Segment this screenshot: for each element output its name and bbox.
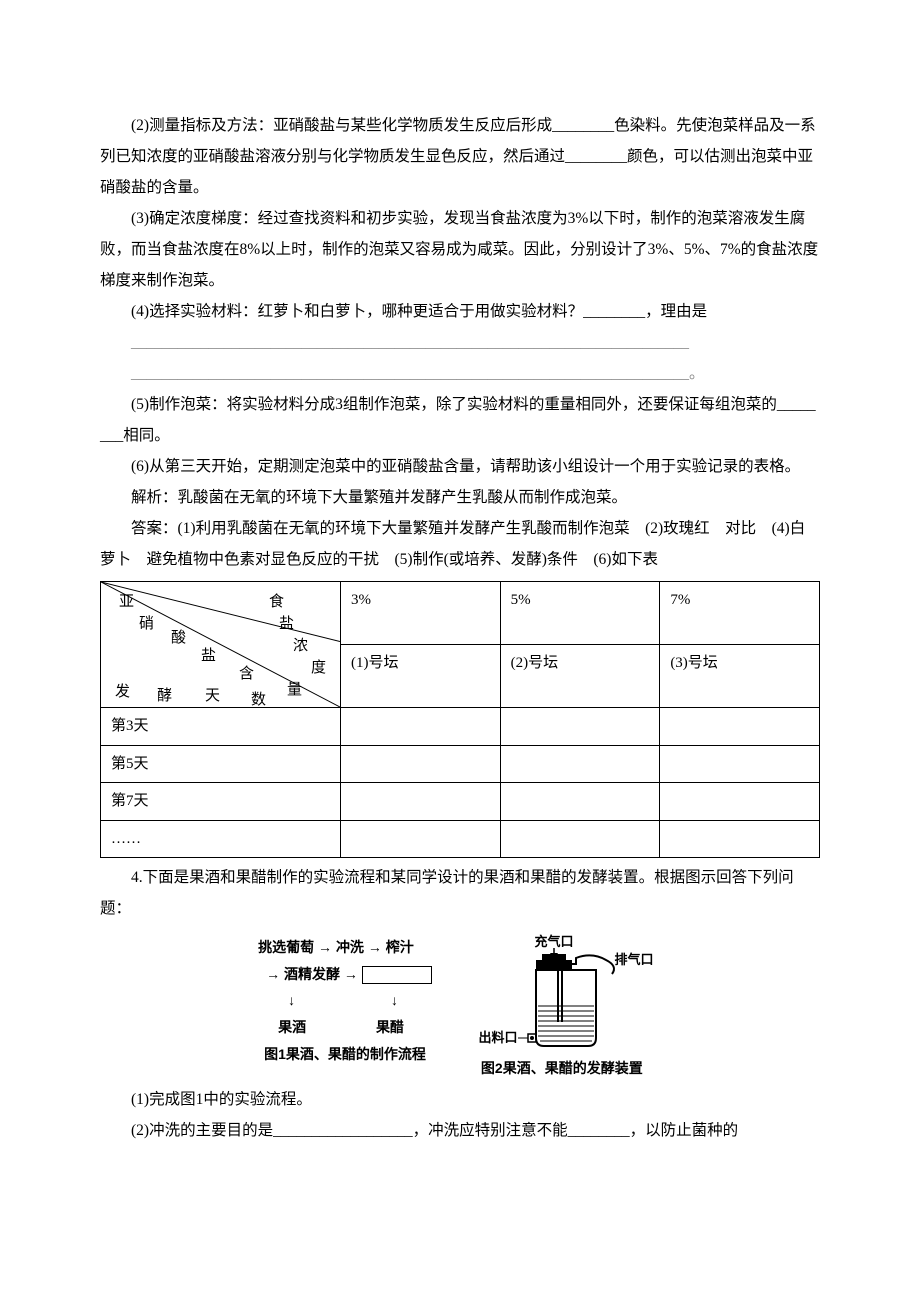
diag-label: 盐	[201, 642, 216, 671]
flow-node: 榨汁	[386, 939, 414, 955]
flow-node: 冲洗	[336, 939, 364, 955]
diagonal-header-cell: 亚 硝 酸 盐 含 量 食 盐 浓 度 发 酵 天 数	[101, 582, 341, 708]
figure-1: 挑选葡萄 → 冲洗 → 榨汁 → 酒精发酵 → ↓ ↓ 果酒 果醋	[258, 934, 432, 1078]
row-header: ……	[101, 820, 341, 858]
diag-label: 浓	[293, 632, 308, 661]
question-5: (5)制作泡菜：将实验材料分成3组制作泡菜，除了实验材料的重量相同外，还要保证每…	[100, 389, 820, 451]
cell	[660, 745, 820, 783]
cell	[341, 783, 501, 821]
blank-line-1: ________________________________________…	[100, 327, 820, 358]
figure-2: 充气口 排气口	[462, 934, 662, 1078]
table-row: 第7天	[101, 783, 820, 821]
table-row: 亚 硝 酸 盐 含 量 食 盐 浓 度 发 酵 天 数 3% 5% 7%	[101, 582, 820, 645]
diag-label: 数	[251, 686, 266, 715]
row-header: 第5天	[101, 745, 341, 783]
figures-row: 挑选葡萄 → 冲洗 → 榨汁 → 酒精发酵 → ↓ ↓ 果酒 果醋	[100, 934, 820, 1078]
col-header: 5%	[500, 582, 660, 645]
table-row: 第3天	[101, 708, 820, 746]
label-outlet: 排气口	[614, 952, 653, 967]
table-row: 第5天	[101, 745, 820, 783]
cell	[500, 783, 660, 821]
diag-label: 酸	[171, 624, 186, 653]
flow-diagram: 挑选葡萄 → 冲洗 → 榨汁 → 酒精发酵 → ↓ ↓ 果酒 果醋	[258, 934, 432, 1040]
flow-empty-box	[362, 966, 432, 984]
cell	[341, 820, 501, 858]
row-header: 第7天	[101, 783, 341, 821]
arrow-down-icon: ↓	[288, 993, 295, 1007]
blank-line-2: ________________________________________…	[100, 358, 820, 389]
diag-label: 含	[239, 660, 254, 689]
diag-label: 酵	[157, 682, 172, 711]
col-subheader: (3)号坛	[660, 645, 820, 708]
diag-label: 天	[205, 682, 220, 711]
cell	[500, 708, 660, 746]
diag-label: 亚	[119, 588, 134, 617]
label-drain: 出料口	[478, 1030, 517, 1045]
row-header: 第3天	[101, 708, 341, 746]
col-subheader: (1)号坛	[341, 645, 501, 708]
diag-label: 发	[115, 678, 130, 707]
figure-2-caption: 图2果酒、果醋的发酵装置	[462, 1058, 662, 1078]
analysis: 解析：乳酸菌在无氧的环境下大量繁殖并发酵产生乳酸从而制作成泡菜。	[100, 482, 820, 513]
question-2: (2)测量指标及方法：亚硝酸盐与某些化学物质发生反应后形成________色染料…	[100, 110, 820, 203]
col-header: 7%	[660, 582, 820, 645]
cell	[500, 820, 660, 858]
answer: 答案：(1)利用乳酸菌在无氧的环境下大量繁殖并发酵产生乳酸而制作泡菜 (2)玫瑰…	[100, 513, 820, 575]
col-header: 3%	[341, 582, 501, 645]
table-row: ……	[101, 820, 820, 858]
flow-node: 果醋	[376, 1019, 404, 1035]
label-inlet: 充气口	[534, 934, 573, 949]
cell	[660, 708, 820, 746]
question-3: (3)确定浓度梯度：经过查找资料和初步实验，发现当食盐浓度为3%以下时，制作的泡…	[100, 203, 820, 296]
figure-1-caption: 图1果酒、果醋的制作流程	[258, 1044, 432, 1064]
fermentation-device-diagram: 充气口 排气口	[462, 934, 662, 1049]
question-4-intro: 4.下面是果酒和果醋制作的实验流程和某同学设计的果酒和果醋的发酵装置。根据图示回…	[100, 862, 820, 924]
diag-label: 度	[311, 654, 326, 683]
flow-node: 果酒	[278, 1019, 306, 1035]
record-table: 亚 硝 酸 盐 含 量 食 盐 浓 度 发 酵 天 数 3% 5% 7% (1)…	[100, 581, 820, 858]
cell	[660, 783, 820, 821]
sub-question-2: (2)冲洗的主要目的是__________________，冲洗应特别注意不能_…	[100, 1115, 820, 1146]
cell	[341, 745, 501, 783]
diag-label: 硝	[139, 610, 154, 639]
diag-label: 量	[287, 676, 302, 705]
flow-node: 酒精发酵	[284, 966, 340, 982]
cell	[660, 820, 820, 858]
sub-question-1: (1)完成图1中的实验流程。	[100, 1084, 820, 1115]
diag-label: 盐	[279, 610, 294, 639]
question-4: (4)选择实验材料：红萝卜和白萝卜，哪种更适合于用做实验材料？________，…	[100, 296, 820, 327]
arrow-down-icon: ↓	[391, 993, 398, 1007]
page: (2)测量指标及方法：亚硝酸盐与某些化学物质发生反应后形成________色染料…	[0, 0, 920, 1302]
col-subheader: (2)号坛	[500, 645, 660, 708]
flow-node: 挑选葡萄	[258, 939, 314, 955]
question-6: (6)从第三天开始，定期测定泡菜中的亚硝酸盐含量，请帮助该小组设计一个用于实验记…	[100, 451, 820, 482]
cell	[341, 708, 501, 746]
cell	[500, 745, 660, 783]
